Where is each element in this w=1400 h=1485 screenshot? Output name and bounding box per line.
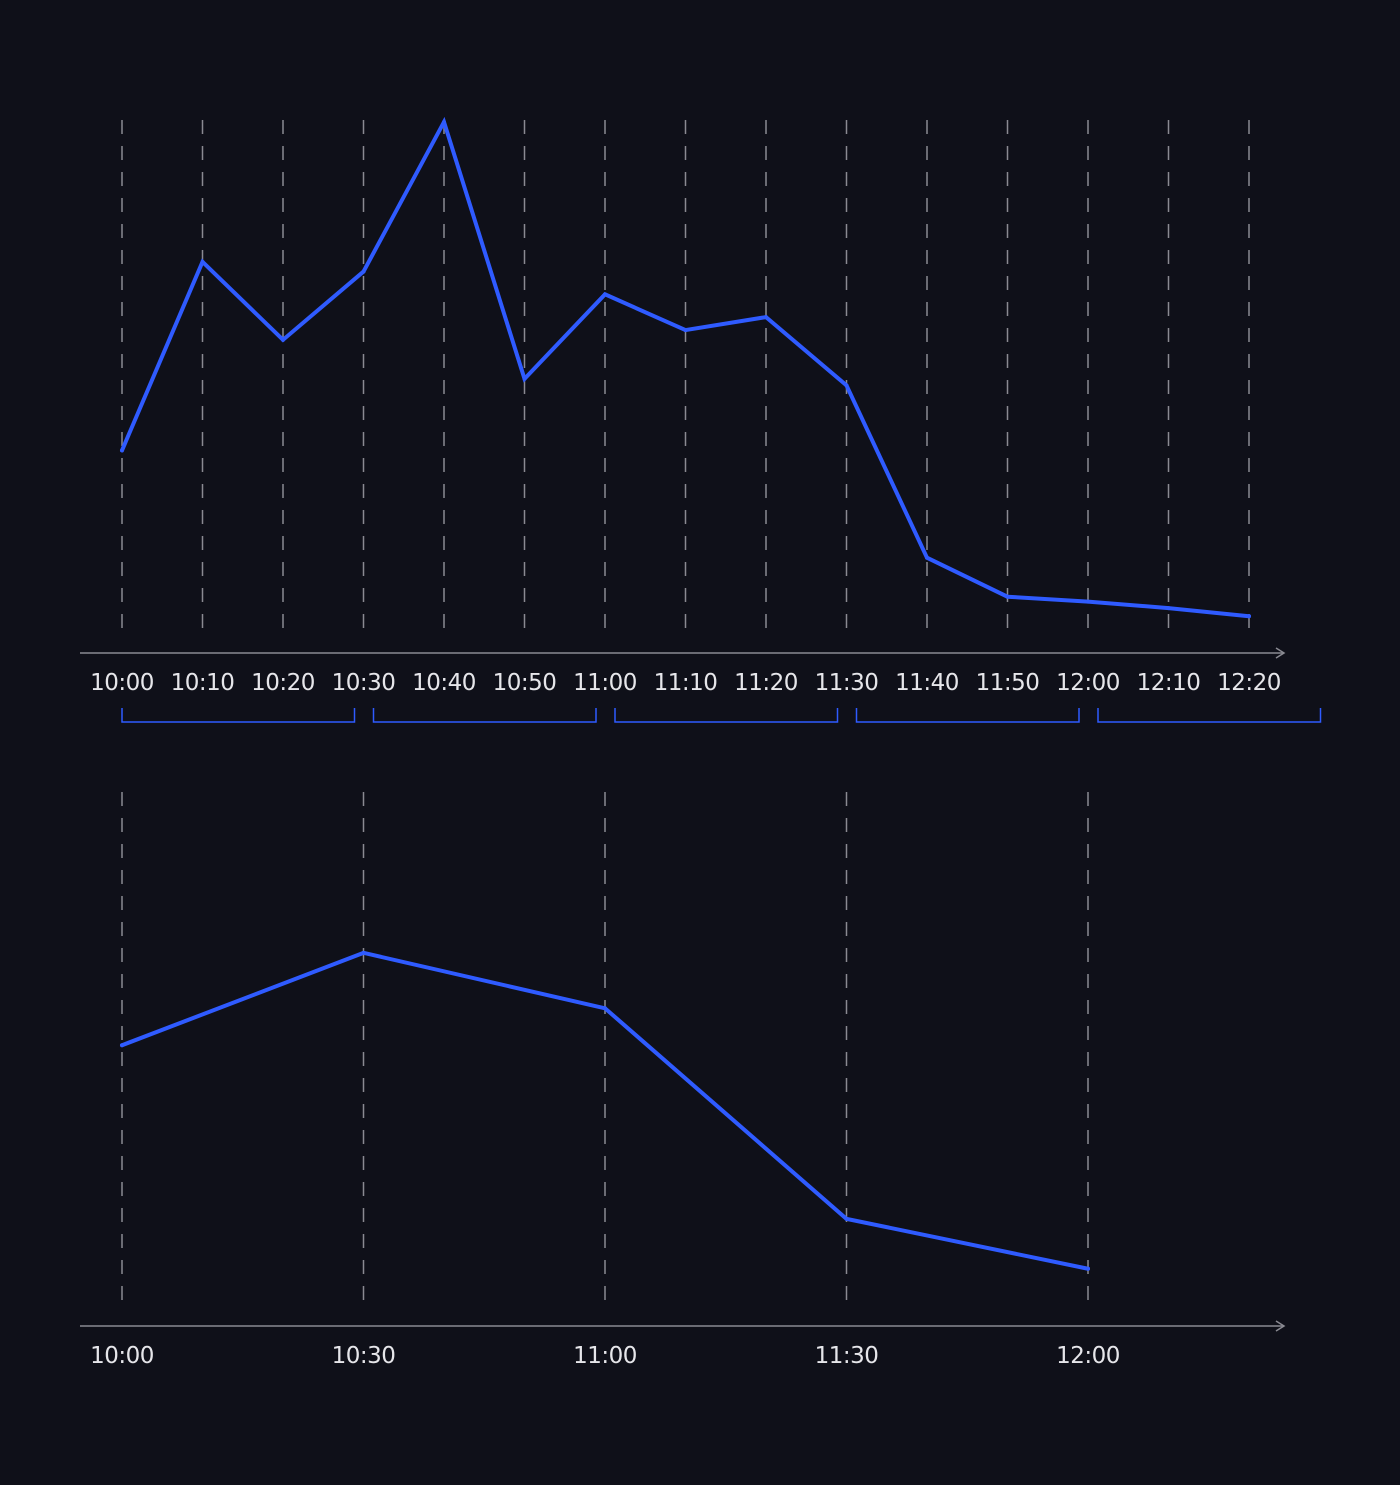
x-tick-label: 10:30 [332,670,396,696]
x-tick-label: 11:00 [573,1343,637,1369]
data-point [603,292,607,297]
data-point [683,328,688,333]
x-tick-label: 10:00 [90,1343,154,1369]
data-point [522,376,527,381]
top-chart-x-axis [80,647,1286,659]
x-tick-label: 11:20 [734,670,798,696]
x-tick-label: 12:20 [1217,670,1281,696]
bottom-x-axis-arrowhead [1275,1320,1286,1332]
data-point [1005,594,1010,599]
data-point [442,120,446,124]
x-tick-label: 11:30 [815,1343,879,1369]
bottom-series-points [120,950,1090,1271]
grouping-bracket [372,708,597,723]
x-tick-label: 10:30 [332,1343,396,1369]
data-point [361,950,366,955]
top-chart: 10:00 10:10 10:20 10:30 10:40 10:50 11:00 11:10… [80,116,1322,723]
data-point [764,315,768,320]
grouping-bracket [855,708,1080,723]
data-point [1086,1266,1090,1271]
top-chart-gridlines [121,120,1250,636]
data-point [120,448,124,453]
data-point [120,1043,124,1048]
x-tick-label: 10:10 [171,670,235,696]
data-point [361,269,366,274]
x-tick-label: 10:50 [493,670,557,696]
x-tick-label: 10:00 [90,670,154,696]
top-series-points [120,120,1251,619]
bottom-chart-gridlines [121,792,1089,1308]
grouping-bracket [1097,708,1322,723]
data-point [844,383,849,388]
data-point [281,337,285,342]
data-point [1086,599,1090,604]
data-point [925,555,929,560]
data-point [200,259,205,264]
x-tick-label: 10:40 [412,670,476,696]
top-chart-grouping-brackets [121,708,1322,723]
x-tick-label: 11:40 [895,670,959,696]
top-x-axis-arrowhead [1275,647,1286,659]
x-tick-label: 12:00 [1056,1343,1120,1369]
x-tick-label: 10:20 [251,670,315,696]
x-tick-label: 11:50 [976,670,1040,696]
bottom-chart: 10:00 10:30 11:00 11:30 12:00 [80,792,1286,1369]
top-chart-tick-labels: 10:00 10:10 10:20 10:30 10:40 10:50 11:00 11:10… [90,670,1281,696]
grouping-bracket [614,708,839,723]
bottom-chart-x-axis [80,1320,1286,1332]
x-tick-label: 12:00 [1056,670,1120,696]
data-point [1247,614,1251,619]
bottom-chart-tick-labels: 10:00 10:30 11:00 11:30 12:00 [90,1343,1120,1369]
x-tick-label: 11:10 [654,670,718,696]
x-tick-label: 11:00 [573,670,637,696]
data-point [603,1006,607,1011]
data-point [844,1216,849,1221]
x-tick-label: 11:30 [815,670,879,696]
x-tick-label: 12:10 [1137,670,1201,696]
data-point [1166,606,1171,611]
grouping-bracket [121,708,356,723]
